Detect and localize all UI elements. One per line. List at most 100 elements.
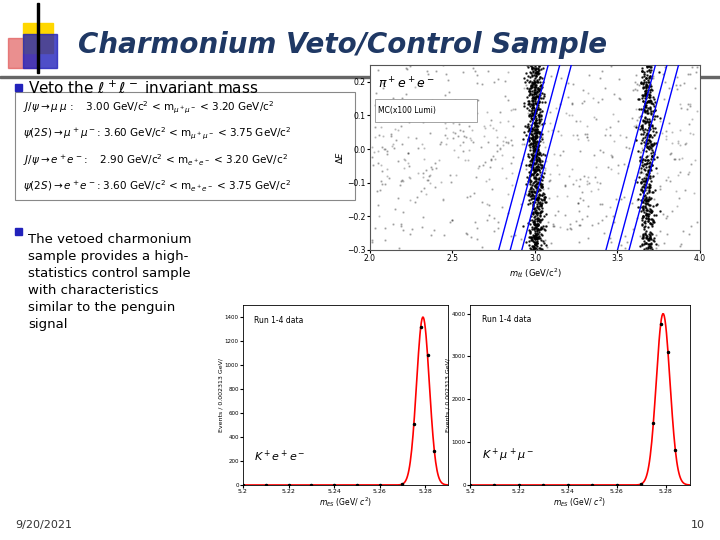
Point	[439, 118, 451, 127]
Point	[530, 231, 541, 240]
Point	[527, 164, 539, 173]
Point	[642, 233, 653, 242]
Point	[526, 62, 538, 71]
Point	[424, 129, 436, 138]
Point	[539, 195, 550, 204]
Point	[660, 78, 671, 86]
Point	[524, 192, 536, 201]
Point	[534, 208, 546, 217]
Text: statistics control sample: statistics control sample	[28, 267, 191, 280]
Point	[532, 103, 544, 111]
Point	[532, 221, 544, 230]
Point	[644, 96, 655, 105]
Point	[487, 185, 498, 194]
Point	[534, 190, 545, 199]
Point	[645, 141, 657, 150]
Point	[523, 170, 535, 179]
Point	[634, 156, 645, 165]
Point	[461, 229, 472, 238]
Point	[529, 211, 541, 220]
Point	[483, 174, 495, 183]
Point	[643, 90, 654, 99]
Point	[528, 118, 540, 127]
Point	[523, 90, 535, 99]
Point	[478, 121, 490, 130]
Point	[491, 146, 503, 155]
Point	[532, 170, 544, 178]
X-axis label: $m_{ES}$ (GeV/ $c^2$): $m_{ES}$ (GeV/ $c^2$)	[554, 496, 607, 509]
Point	[642, 97, 653, 106]
Point	[644, 130, 656, 139]
Point	[644, 214, 655, 223]
Bar	[15, 84, 22, 91]
Point	[526, 142, 537, 151]
Point	[529, 66, 541, 75]
Point	[585, 187, 597, 195]
Point	[531, 163, 542, 171]
Point	[639, 107, 651, 116]
Point	[638, 204, 649, 212]
Point	[531, 145, 543, 153]
Point	[646, 243, 657, 252]
Point	[523, 232, 535, 241]
Point	[528, 218, 539, 226]
Point	[636, 94, 648, 103]
Point	[637, 79, 649, 87]
Point	[524, 77, 536, 85]
Point	[535, 222, 546, 231]
Point	[465, 232, 477, 241]
Point	[536, 225, 547, 233]
Point	[636, 122, 647, 131]
Point	[647, 217, 659, 226]
Point	[430, 66, 441, 75]
Point	[559, 181, 571, 190]
Point	[532, 70, 544, 78]
Point	[674, 140, 685, 149]
Point	[536, 199, 548, 208]
Point	[529, 231, 541, 239]
Point	[462, 230, 473, 238]
Point	[527, 136, 539, 145]
Point	[536, 80, 547, 89]
Point	[536, 181, 547, 190]
Point	[532, 150, 544, 158]
Point	[636, 206, 647, 215]
Point	[534, 174, 546, 183]
Point	[534, 193, 545, 202]
Point	[463, 146, 474, 154]
Point	[529, 111, 541, 120]
Point	[643, 235, 654, 244]
Point	[526, 241, 538, 250]
Point	[418, 144, 430, 152]
Point	[526, 160, 537, 169]
Point	[628, 225, 639, 234]
Point	[523, 100, 534, 109]
Point	[525, 81, 536, 90]
Point	[523, 87, 534, 96]
Point	[529, 208, 541, 217]
Point	[652, 200, 663, 208]
Point	[636, 211, 648, 220]
Point	[521, 104, 533, 112]
Point	[640, 176, 652, 185]
Point	[644, 231, 655, 240]
Point	[394, 181, 405, 190]
Point	[526, 170, 538, 179]
Point	[418, 168, 429, 177]
Point	[531, 131, 542, 139]
Point	[639, 159, 650, 168]
Point	[644, 185, 655, 194]
Point	[526, 64, 537, 72]
Point	[433, 156, 445, 165]
Point	[527, 204, 539, 213]
Point	[536, 182, 547, 191]
Point	[635, 130, 647, 138]
Point	[531, 246, 543, 254]
Point	[531, 69, 543, 77]
Point	[644, 117, 655, 125]
Point	[536, 133, 548, 141]
Point	[528, 178, 540, 186]
Point	[373, 65, 384, 74]
Point	[528, 231, 540, 240]
Point	[631, 85, 642, 94]
